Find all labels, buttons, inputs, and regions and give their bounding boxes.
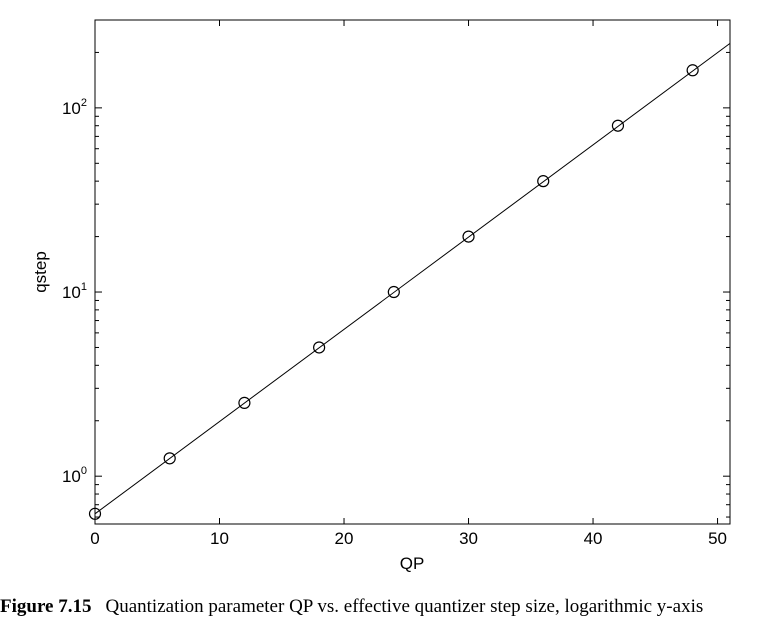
data-point [611, 119, 625, 132]
marker-series [88, 64, 699, 520]
figure-caption: Figure 7.15 Quantization parameter QP vs.… [0, 596, 779, 618]
x-tick-labels: 0 10 20 30 40 50 [90, 529, 727, 548]
y-tick-label: 102 [62, 97, 87, 118]
figure-caption-text: Quantization parameter QP vs. effective … [105, 596, 704, 617]
y-axis-label: qstep [31, 251, 50, 293]
figure-number: Figure 7.15 [0, 596, 92, 617]
y-tick-labels: 100 101 102 [62, 97, 87, 486]
data-point [387, 285, 400, 299]
y-tick-label: 101 [62, 281, 87, 302]
fit-line [94, 42, 731, 515]
x-axis-label: QP [400, 554, 425, 573]
data-point [163, 452, 176, 465]
y-tick-label: 100 [62, 465, 87, 486]
fit-line-series [94, 42, 731, 515]
tick-marks [94, 19, 730, 524]
x-tick-label: 50 [708, 529, 727, 548]
chart: 0 10 20 30 40 50 100 101 102 QP qstep [31, 19, 731, 573]
x-tick-label: 10 [210, 529, 229, 548]
data-point [313, 341, 326, 354]
x-tick-label: 30 [459, 529, 478, 548]
x-tick-label: 20 [335, 529, 354, 548]
x-tick-label: 40 [584, 529, 603, 548]
data-point [686, 64, 699, 77]
plot-frame [94, 19, 731, 525]
data-point [88, 507, 102, 520]
data-point [238, 396, 251, 410]
data-point [462, 230, 475, 243]
data-point [537, 175, 550, 188]
x-tick-label: 0 [90, 529, 99, 548]
